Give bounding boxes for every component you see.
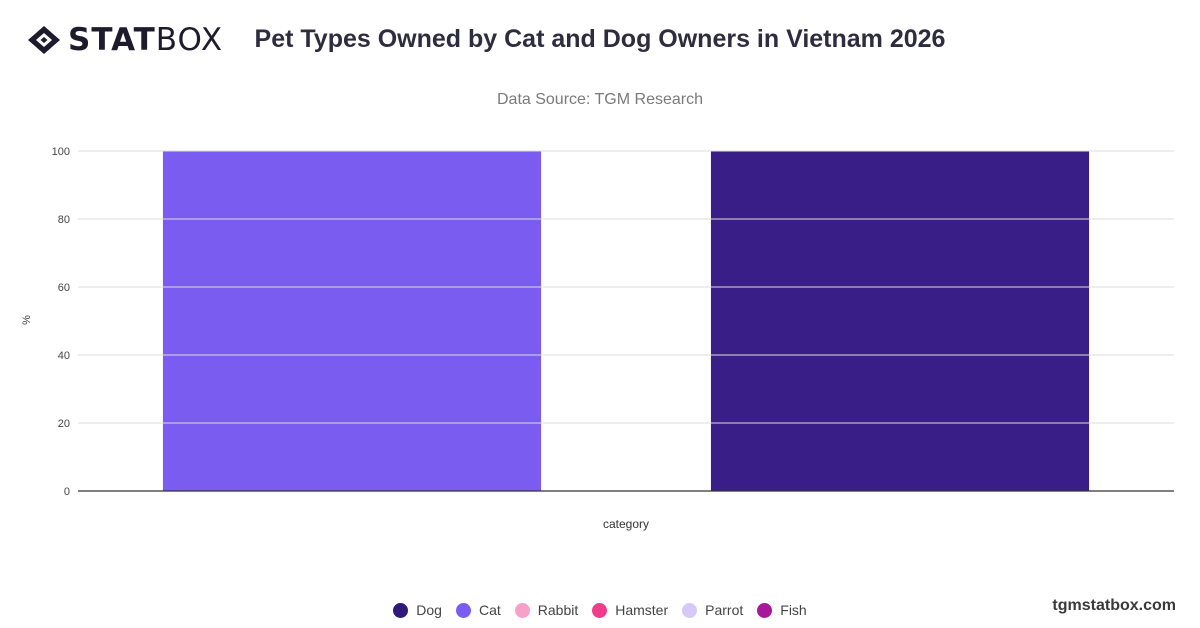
y-tick-label: 100 (52, 146, 70, 158)
statbox-logo: STATBOX (26, 24, 223, 56)
y-tick-label: 40 (58, 350, 70, 362)
legend-item-rabbit[interactable]: Rabbit (514, 602, 579, 618)
statbox-diamond-icon (28, 26, 60, 54)
legend-swatch (682, 602, 698, 618)
chart-subtitle: Data Source: TGM Research (496, 91, 703, 108)
logo-bold-text: STAT (68, 22, 156, 58)
legend-item-dog[interactable]: Dog (393, 602, 442, 618)
bar-dog[interactable] (710, 151, 1090, 491)
legend-swatch (455, 602, 471, 618)
legend-swatch (514, 602, 530, 618)
y-tick-label: 0 (64, 486, 70, 498)
logo-wordmark: STATBOX (68, 24, 223, 56)
legend-swatch (393, 602, 409, 618)
logo-light-text: BOX (155, 22, 224, 58)
legend-item-fish[interactable]: Fish (757, 602, 807, 618)
legend-label: Rabbit (537, 602, 579, 618)
legend-label: Fish (780, 602, 807, 618)
legend-item-parrot[interactable]: Parrot (682, 602, 743, 618)
legend-label: Cat (478, 602, 501, 618)
footer-site-link[interactable]: tgmstatbox.com (1052, 597, 1176, 614)
x-axis-title: category (602, 517, 650, 531)
legend-item-cat[interactable]: Cat (455, 602, 501, 618)
y-axis-title: % (21, 315, 33, 325)
legend-item-hamster[interactable]: Hamster (592, 602, 668, 618)
legend-label: Parrot (705, 602, 744, 618)
chart-title: Pet Types Owned by Cat and Dog Owners in… (254, 25, 946, 53)
legend-label: Dog (416, 602, 442, 618)
legend-swatch (757, 602, 773, 618)
legend-label: Hamster (615, 602, 669, 618)
y-tick-label: 20 (58, 418, 70, 430)
y-tick-label: 60 (58, 282, 70, 294)
legend-swatch (592, 602, 608, 618)
bar-cat[interactable] (162, 151, 542, 491)
y-tick-label: 80 (58, 214, 70, 226)
chart-legend: Dog Cat Rabbit Hamster Parrot Fish (0, 602, 1200, 618)
